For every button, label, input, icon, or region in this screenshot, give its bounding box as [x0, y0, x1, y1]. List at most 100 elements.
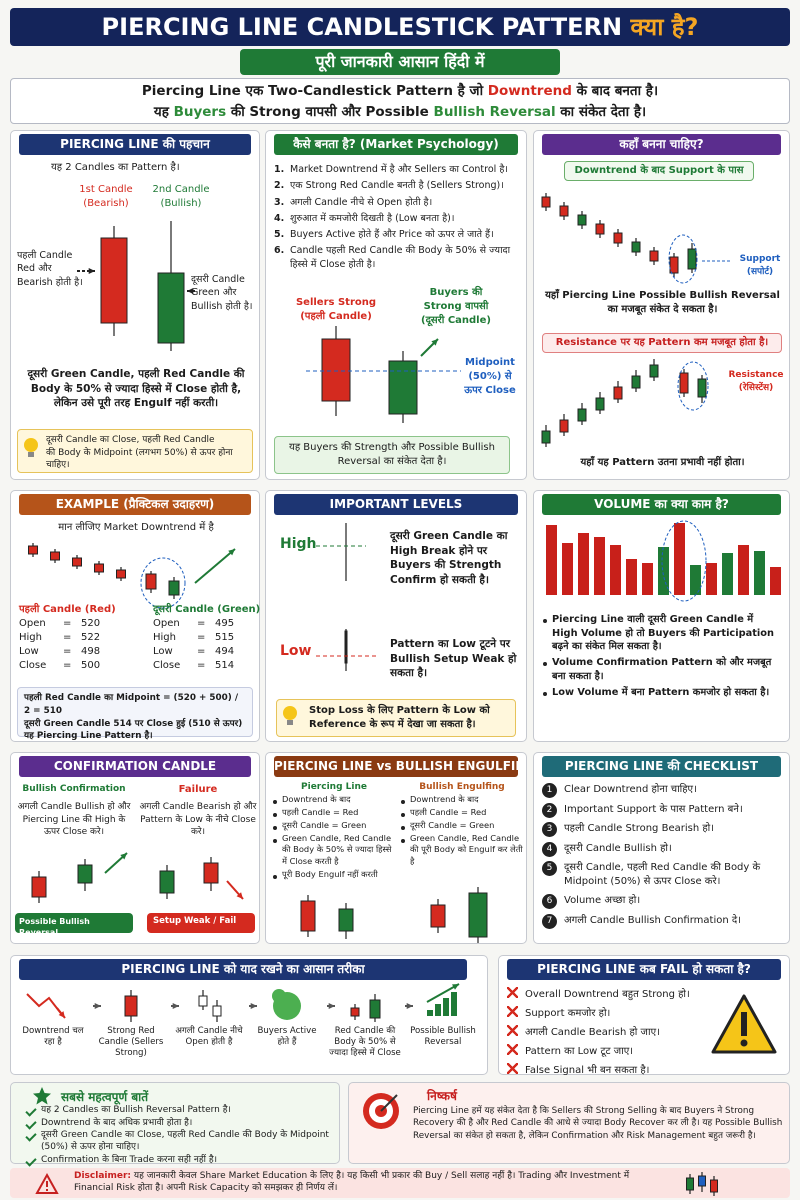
step-text: अगली Candle नीचे Open होती है [175, 1026, 243, 1048]
shape [94, 1002, 101, 1010]
candle-label: 2nd Candle (Bullish) [136, 183, 226, 211]
line: Resistance [728, 370, 784, 380]
row-value: 498 [81, 646, 101, 657]
text: दूसरी Green Candle का High Break होने पर… [390, 530, 508, 587]
panel-title: PIERCING LINE को याद रखने का आसान तरीका [19, 959, 467, 980]
list-item: दूसरी Candle, पहली Red Candle की Body के… [542, 861, 784, 888]
shape [595, 223, 605, 235]
row-value: 514 [215, 660, 235, 671]
line: (सपोर्ट) [746, 266, 774, 277]
candle-icon [687, 243, 697, 273]
volume-panel: VOLUME का क्या काम है? Piercing Line वाल… [533, 490, 790, 742]
candle-icon [613, 229, 623, 247]
line: Green और [191, 287, 237, 299]
list-item: False Signal भी बन सकता है। [507, 1062, 707, 1076]
shape [236, 892, 243, 899]
key-points-panel: सबसे महत्वपूर्ण बातें यह 2 Candles का Bu… [10, 1082, 340, 1167]
column: Piercing Line Downtrend के बाद पहली Candle… [272, 781, 396, 882]
intro-text: Downtrend [487, 83, 572, 99]
line: Buyers की [429, 287, 483, 298]
shape [50, 551, 60, 561]
list-item: Confirmation के बिना Trade करना सही नहीं… [25, 1155, 335, 1167]
items: Downtrend के बाद पहली Candle = Red दूसरी C… [400, 794, 524, 867]
shape [649, 250, 659, 262]
candle-icon [468, 887, 488, 943]
shape [328, 1002, 335, 1010]
row-label: High [153, 632, 176, 643]
shape [710, 1179, 718, 1193]
column-name: Bullish Engulfing [419, 782, 505, 792]
failure-list: Overall Downtrend बहुत Strong हो। Support… [507, 986, 707, 1081]
shape [679, 372, 689, 394]
shape [140, 557, 186, 609]
separator: = [63, 646, 72, 657]
candle-icon [50, 549, 60, 563]
label: Bullish Confirmation [22, 784, 126, 794]
separator: = [63, 660, 72, 671]
shape [406, 1002, 413, 1010]
shape [168, 580, 180, 596]
intro-line: Piercing Line एक Two-Candlestick Pattern… [11, 81, 789, 102]
candle-icon [203, 857, 219, 891]
separator: = [63, 618, 72, 629]
list-item: Market Downtrend में है और Sellers का Co… [274, 163, 508, 177]
candle-values: पहली Candle (Red) Open = 520 High = 522 Low = 498… [19, 603, 139, 673]
candle-icon [300, 895, 316, 937]
line: पहली Candle [17, 250, 73, 261]
list-item: Support कमजोर हो। [507, 1005, 707, 1019]
candle-icon [338, 903, 354, 939]
identification-panel: PIERCING LINE की पहचान यह 2 Candles का P… [10, 130, 260, 480]
candle-icon [168, 577, 180, 599]
intro-text: Piercing Line एक Two-Candlestick Pattern… [141, 83, 488, 99]
row-label: Close [153, 660, 181, 671]
line: (रेसिस्टेंस) [738, 382, 774, 393]
row-value: 522 [81, 632, 101, 643]
levels-panel: IMPORTANT LEVELS High दूसरी Green Candle… [265, 490, 527, 742]
list-item: दूसरी Candle = Green [400, 820, 524, 831]
text: दूसरी Green Candle, पहली Red Candle की B… [27, 368, 245, 410]
panel-title: निष्कर्ष [427, 1089, 457, 1103]
candle-icon [631, 370, 641, 392]
candle-values: दूसरी Candle (Green) Open = 495 High = 515 Low =… [153, 603, 263, 673]
line: दूसरी Green Candle 514 पर Close हुई (510… [24, 718, 243, 729]
list-item: अगली Candle Bearish हो जाए। [507, 1024, 707, 1038]
checklist-panel: PIERCING LINE की CHECKLIST Clear Downtre… [533, 752, 790, 944]
shape [706, 563, 717, 595]
list-item: Clear Downtrend होना चाहिए। [542, 783, 784, 798]
text: अगली Candle Bullish हो और Piercing Line … [17, 802, 131, 838]
text: मान लीजिए Market Downtrend में है [58, 522, 214, 533]
candle-icon [631, 238, 641, 256]
conclusion-panel: निष्कर्ष Piercing Line हमें यह संकेत देत… [348, 1082, 790, 1164]
row-label: Open [19, 618, 46, 629]
shape [669, 256, 679, 274]
disclaimer: Disclaimer: यह जानकारी केवल Share Market… [10, 1168, 790, 1198]
list-item: पहली Candle Strong Bearish हो। [542, 822, 784, 837]
candle-icon [198, 990, 208, 1010]
text: अगली Candle Bearish हो और Pattern के Low… [139, 802, 257, 838]
shape [631, 241, 641, 253]
shape [431, 339, 438, 346]
shape [559, 205, 569, 217]
shape [642, 563, 653, 595]
shape [546, 525, 557, 595]
shape [58, 1011, 65, 1018]
candle-icon [595, 392, 605, 414]
separator: = [197, 618, 206, 629]
line: Midpoint [465, 357, 515, 368]
list-item: दूसरी Candle = Green [272, 820, 396, 831]
row-label: Close [19, 660, 47, 671]
shape [28, 545, 38, 555]
shape [124, 995, 138, 1017]
badge: Setup Weak / Fail [147, 913, 255, 933]
label: Sellers Strong (पहली Candle) [286, 296, 386, 324]
text: यह 2 Candles का Pattern है। [51, 162, 180, 173]
shape [77, 864, 93, 884]
panel-title: CONFIRMATION CANDLE [19, 756, 251, 777]
shape [172, 1002, 179, 1010]
title: PIERCING LINE CANDLESTICK PATTERN [101, 13, 623, 41]
shape [451, 992, 457, 1016]
line: Support [739, 254, 781, 264]
list-item: दूसरी Candle Bullish हो। [542, 841, 784, 856]
step-text: Downtrend चल रहा है [22, 1026, 84, 1048]
shape [212, 1005, 222, 1017]
